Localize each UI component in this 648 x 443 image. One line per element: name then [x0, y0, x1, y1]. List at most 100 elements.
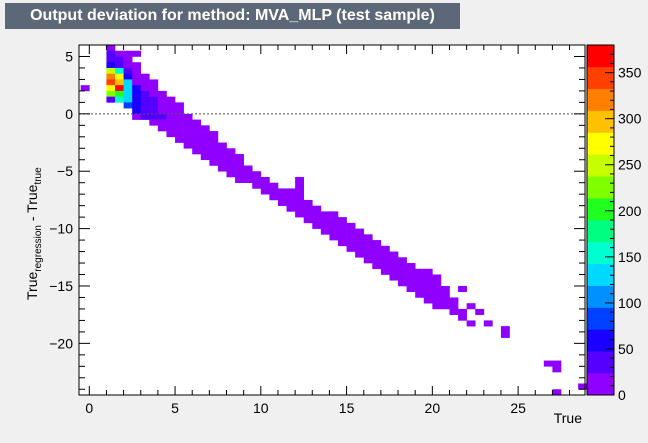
heatmap-cell-20 — [132, 73, 142, 80]
heatmap-cell-3 — [123, 50, 133, 57]
heatmap-cell-93 — [192, 142, 202, 149]
heatmap-cell-204 — [415, 274, 425, 281]
heatmap-cell-24 — [123, 79, 133, 86]
heatmap-cell-119 — [235, 176, 244, 184]
colorbar-tick-label: 350 — [618, 65, 642, 81]
heatmap-cell-45 — [140, 96, 150, 103]
heatmap-cell-77 — [175, 125, 184, 132]
heatmap-cell-206 — [432, 274, 442, 281]
heatmap-cell-233 — [458, 314, 467, 321]
heatmap-cell-38 — [140, 90, 150, 97]
heatmap-cell-117 — [243, 171, 253, 178]
y-tick-label: 5 — [65, 48, 73, 64]
colorbar-segment — [587, 220, 614, 243]
heatmap-cell-7 — [115, 56, 124, 63]
heatmap-cell-26 — [140, 79, 150, 86]
heatmap-cell-47 — [157, 96, 167, 103]
heatmap-cell-230 — [449, 308, 459, 315]
heatmap-cell-195 — [380, 268, 390, 275]
heatmap-cell-173 — [363, 240, 373, 247]
heatmap-cell-41 — [106, 96, 116, 103]
heatmap-cell-114 — [243, 165, 253, 172]
heatmap-cell-168 — [355, 234, 365, 241]
heatmap-cell-140 — [303, 199, 313, 206]
heatmap-cell-97 — [192, 148, 202, 155]
heatmap-cell-115 — [226, 171, 236, 178]
heatmap-cell-242 — [552, 389, 562, 396]
heatmap-cell-183 — [380, 251, 390, 258]
heatmap-cell-73 — [183, 119, 193, 126]
heatmap-cell-142 — [295, 205, 304, 212]
heatmap-cell-43 — [123, 96, 133, 103]
heatmap-cell-200 — [423, 268, 433, 275]
heatmap-cell-51 — [140, 102, 150, 109]
heatmap-cell-76 — [166, 125, 176, 132]
heatmap-cell-189 — [398, 257, 407, 264]
colorbar-segment — [587, 176, 614, 199]
heatmap-cell-83 — [183, 131, 193, 138]
heatmap-cell-198 — [406, 268, 416, 275]
heatmap-cell-188 — [389, 257, 399, 264]
heatmap-cell-228 — [449, 303, 459, 310]
x-tick-label: 15 — [339, 400, 355, 416]
heatmap-cell-241 — [578, 383, 588, 390]
heatmap-cell-212 — [406, 285, 416, 293]
heatmap-cell-225 — [449, 297, 459, 304]
y-tick-label: −15 — [49, 278, 73, 294]
heatmap-cell-186 — [372, 257, 382, 264]
heatmap-cell-221 — [440, 291, 450, 298]
heatmap-cell-44 — [132, 96, 142, 103]
heatmap-cell-80 — [200, 125, 210, 132]
heatmap-cell-55 — [175, 102, 184, 109]
heatmap-cell-98 — [200, 148, 210, 155]
heatmap-cell-132 — [295, 188, 304, 195]
heatmap-cell-166 — [338, 234, 347, 241]
heatmap-cell-176 — [355, 245, 365, 252]
heatmap-cell-96 — [217, 142, 227, 149]
heatmap-cell-145 — [295, 211, 304, 218]
heatmap-cell-68 — [183, 113, 193, 120]
colorbar-segment — [587, 132, 614, 155]
heatmap-cell-87 — [175, 136, 184, 143]
heatmap-cell-135 — [286, 194, 296, 201]
heatmap-cell-40 — [157, 90, 167, 97]
heatmap-cell-101 — [226, 148, 236, 155]
heatmap-cell-82 — [175, 131, 184, 138]
colorbar-segment — [587, 307, 614, 330]
heatmap-cell-232 — [475, 308, 485, 315]
heatmap-cell-92 — [183, 142, 193, 149]
heatmap-cell-108 — [217, 159, 227, 166]
heatmap-cell-1 — [106, 45, 116, 52]
heatmap-cell-239 — [552, 360, 562, 367]
heatmap-cell-90 — [200, 136, 210, 143]
heatmap-cell-60 — [166, 108, 176, 115]
heatmap-cell-66 — [166, 113, 176, 120]
heatmap-cell-178 — [372, 245, 382, 252]
heatmap-cell-172 — [355, 240, 365, 247]
heatmap-cell-205 — [423, 274, 433, 281]
heatmap-cell-216 — [440, 285, 450, 293]
heatmap-cell-63 — [140, 113, 150, 120]
heatmap-cell-99 — [209, 148, 219, 155]
heatmap-cell-8 — [123, 56, 133, 63]
heatmap-cell-64 — [149, 113, 159, 120]
heatmap-cell-124 — [252, 182, 262, 189]
heatmap-cell-89 — [192, 136, 202, 143]
heatmap-cell-151 — [312, 217, 322, 224]
heatmap-cell-192 — [389, 263, 399, 270]
heatmap-cell-234 — [466, 320, 476, 327]
heatmap-cell-159 — [346, 222, 356, 229]
heatmap-cell-13 — [106, 67, 116, 74]
heatmap-cell-209 — [415, 280, 425, 287]
heatmap-cell-120 — [243, 176, 253, 184]
heatmap-cell-240 — [552, 366, 562, 373]
heatmap-cell-130 — [277, 188, 287, 195]
heatmap-cell-5 — [106, 50, 116, 57]
heatmap-cell-37 — [132, 90, 142, 97]
heatmap-cell-86 — [209, 131, 219, 138]
colorbar-tick-label: 50 — [618, 341, 634, 357]
x-axis-label: True — [554, 410, 582, 426]
plot-frame — [78, 44, 586, 396]
heatmap-cell-162 — [338, 228, 347, 235]
